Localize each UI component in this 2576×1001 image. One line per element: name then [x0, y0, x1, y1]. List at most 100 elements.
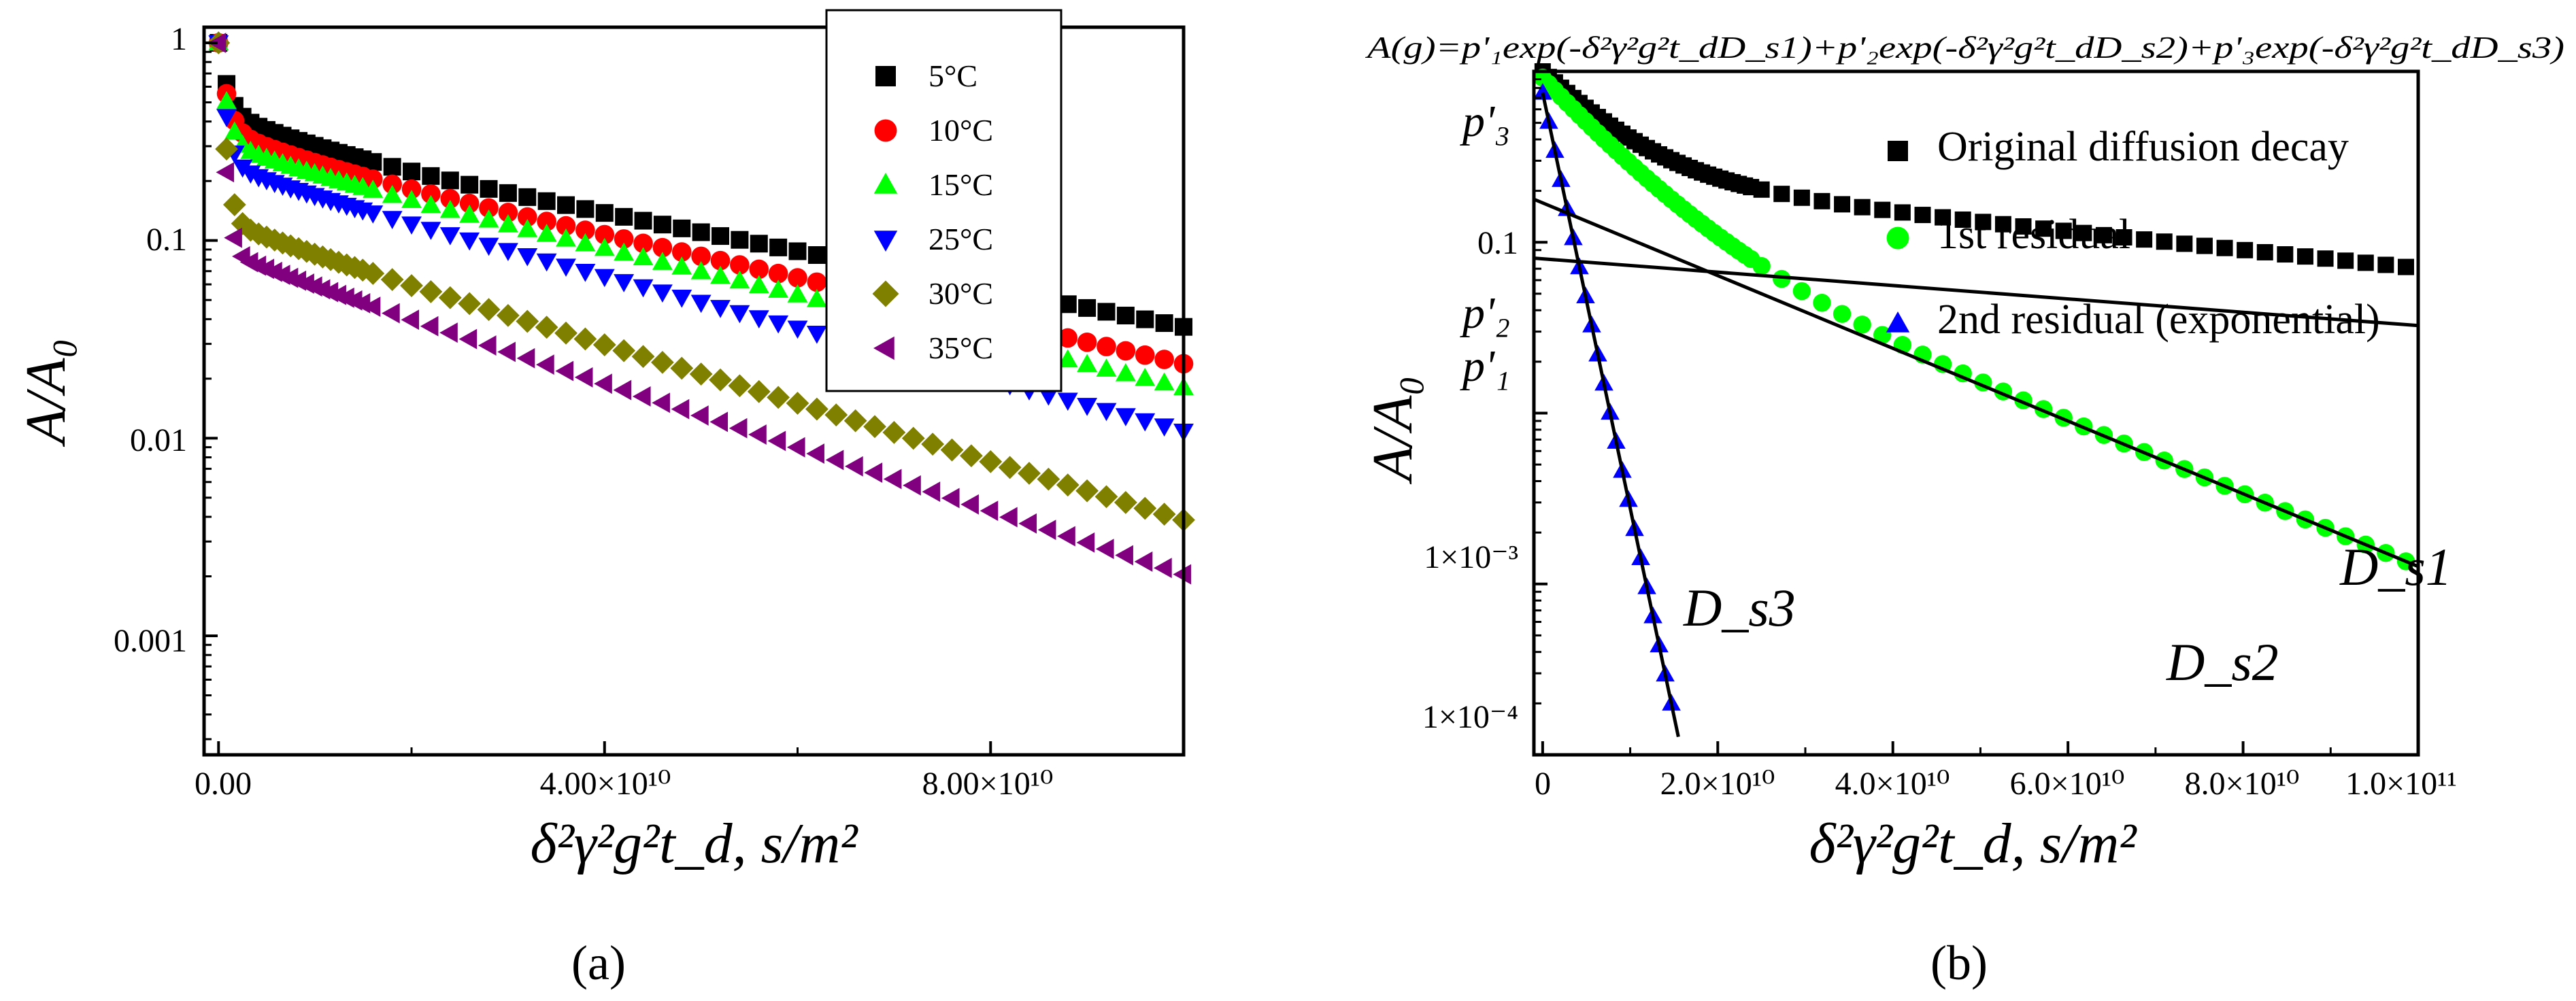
data-point [438, 286, 462, 309]
data-point [903, 475, 921, 496]
legend-label: 10°C [929, 113, 993, 148]
data-point [382, 184, 403, 203]
legend-box [825, 9, 1063, 392]
panel-a: 1 0.1 0.01 0.001 0.00 4.00×10¹⁰ 8.00×10¹… [14, 9, 1195, 990]
data-point [594, 269, 615, 288]
data-point [2035, 220, 2052, 237]
data-point [594, 373, 612, 394]
b-xtick-label: 4.0×10¹⁰ [1835, 766, 1950, 802]
data-point [710, 250, 731, 271]
legend-label: 2nd residual (exponential) [1937, 296, 2380, 343]
ds3-annotation: D_s3 [1683, 578, 1796, 637]
data-point [1753, 181, 1770, 198]
data-point [843, 409, 867, 432]
data-point [689, 362, 713, 386]
data-point [1115, 545, 1133, 566]
data-point [2397, 258, 2414, 275]
p3-annotation: p'₃ [1460, 97, 1510, 146]
a-yaxis-title: A/A₀ [14, 338, 78, 447]
data-point [710, 300, 731, 318]
data-point [403, 163, 421, 181]
data-point [864, 462, 883, 483]
data-point [614, 229, 634, 249]
data-point [613, 379, 632, 401]
data-point [1994, 216, 2011, 233]
data-point [2237, 241, 2254, 258]
legend-label: 25°C [929, 222, 993, 256]
ds1-annotation: D_s1 [2339, 537, 2452, 596]
data-point [1135, 345, 1155, 365]
legend-marker [872, 280, 899, 307]
legend-marker [1888, 141, 1908, 161]
data-point [1894, 204, 1911, 221]
b-xtick-label: 0 [1535, 766, 1551, 802]
data-point [1077, 398, 1098, 416]
data-point [824, 403, 848, 427]
data-point [863, 415, 886, 439]
data-point [614, 242, 635, 261]
data-point [383, 158, 401, 176]
data-point [825, 449, 844, 471]
data-point [1135, 367, 1156, 386]
data-point [420, 194, 441, 214]
data-point [1114, 491, 1137, 514]
data-point [224, 121, 245, 140]
data-point [595, 204, 614, 222]
data-point [441, 171, 459, 190]
data-point [729, 305, 750, 324]
data-point [216, 162, 235, 183]
data-point [557, 196, 575, 214]
data-point [517, 207, 537, 227]
data-point [1057, 392, 1078, 411]
data-point [2156, 233, 2173, 250]
data-point [461, 175, 479, 194]
data-point [941, 488, 960, 509]
legend-label: 15°C [929, 167, 993, 202]
data-point [1136, 310, 1154, 328]
data-point [670, 356, 694, 380]
data-point [382, 303, 400, 324]
a-ytick-label: 0.001 [114, 623, 187, 659]
data-point [1833, 305, 1852, 323]
data-point [768, 279, 789, 298]
data-point [536, 253, 557, 272]
data-point [459, 193, 480, 214]
data-point [1773, 269, 1791, 288]
p2-annotation: p'₂ [1460, 288, 1510, 338]
data-point [615, 207, 633, 226]
data-point [634, 211, 652, 230]
fit-line-ds1 [1533, 256, 2419, 328]
a-xtick-label: 8.00×10¹⁰ [922, 766, 1054, 802]
data-point [1793, 189, 1810, 206]
data-point [2015, 218, 2032, 235]
legend-label: 5°C [929, 58, 977, 93]
data-point [363, 205, 384, 224]
data-point [1094, 485, 1118, 509]
data-point [1135, 413, 1156, 432]
data-point [2216, 239, 2233, 256]
data-point [478, 237, 499, 256]
data-point [633, 233, 653, 254]
data-point [883, 469, 902, 490]
data-point [1095, 539, 1114, 560]
data-point [806, 288, 827, 307]
data-point [1078, 299, 1097, 317]
legend-marker [1886, 311, 1910, 333]
legend-label: 30°C [929, 276, 993, 311]
data-point [671, 398, 690, 420]
legend-marker [873, 231, 898, 252]
panel-a-legend: 5°C 10°C 15°C 25°C 30°C 35°C [825, 9, 1063, 392]
data-point [1077, 332, 1097, 352]
data-point [439, 199, 461, 218]
data-point [556, 216, 576, 236]
data-point [499, 184, 517, 202]
panel-a-axis-ticks [204, 41, 1185, 755]
b-yaxis-title: A/A₀ [1361, 375, 1424, 484]
data-point [420, 316, 439, 337]
data-point [1152, 503, 1176, 526]
data-point [633, 247, 654, 266]
data-point [1813, 192, 1830, 209]
data-point [517, 248, 538, 267]
a-xaxis-title: δ²γ²g²t_d, s/m² [531, 812, 859, 875]
data-point [401, 190, 422, 208]
